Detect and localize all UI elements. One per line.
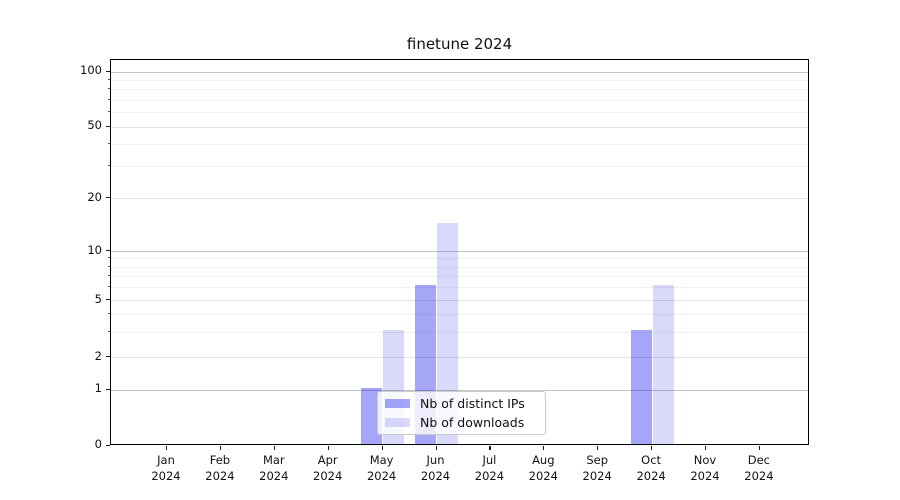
ytick-label-1: 1: [94, 381, 102, 395]
chart-title: finetune 2024: [406, 35, 513, 53]
xtick-label-aug: Aug 2024: [528, 453, 558, 483]
gridline-minor-7: [111, 276, 808, 278]
xtick-label-mar: Mar 2024: [259, 453, 289, 483]
xtick-label-jun: Jun 2024: [420, 453, 451, 483]
legend-label: Nb of downloads: [420, 415, 525, 430]
xtick-label-jan: Jan 2024: [151, 453, 181, 483]
ytick-label-5: 5: [94, 291, 102, 306]
xtick-mark-nov: [705, 445, 707, 450]
ytick-mark-20: [106, 197, 110, 199]
xtick-label-sep: Sep 2024: [582, 453, 612, 483]
ytick-minor-mark-70: [107, 98, 110, 100]
ytick-minor-mark-80: [107, 88, 110, 90]
gridline-2: [111, 357, 808, 358]
xtick-label-dec: Dec 2024: [744, 453, 774, 483]
gridline-major-100: [111, 71, 808, 73]
xtick-mark-dec: [758, 445, 761, 450]
ytick-label-20: 20: [87, 189, 102, 204]
legend-entry-distinct-ips: Nb of distinct IPs: [378, 396, 545, 411]
gridline-minor-80: [111, 89, 808, 91]
ytick-mark-50: [106, 125, 110, 127]
ytick-label-10: 10: [87, 242, 102, 257]
ytick-label-100: 100: [80, 63, 102, 77]
legend-swatch-distinct-ips: [385, 398, 410, 409]
gridline-minor-6: [111, 287, 808, 289]
bar-downloads-jun: [437, 223, 458, 444]
ytick-label-0: 0: [94, 437, 102, 451]
ytick-minor-mark-30: [107, 165, 110, 167]
gridline-minor-8: [111, 266, 808, 268]
legend-entry-downloads: Nb of downloads: [378, 415, 545, 430]
xtick-mark-aug: [543, 445, 545, 450]
xtick-mark-sep: [597, 445, 599, 450]
ytick-minor-mark-3: [107, 330, 110, 332]
ytick-label-50: 50: [87, 118, 102, 132]
gridline-5: [111, 300, 808, 301]
ytick-minor-mark-6: [107, 286, 110, 288]
xtick-label-oct: Oct 2024: [636, 453, 666, 483]
xtick-label-feb: Feb 2024: [205, 453, 235, 483]
ytick-minor-mark-8: [107, 265, 110, 267]
xtick-mark-jun: [435, 445, 437, 450]
ytick-mark-0: [106, 444, 110, 446]
legend-label: Nb of distinct IPs: [420, 396, 525, 411]
ytick-label-2: 2: [94, 348, 102, 363]
bar-ips-may: [361, 387, 383, 444]
ytick-minor-mark-40: [107, 142, 110, 144]
xtick-mark-mar: [273, 445, 275, 450]
gridline-minor-60: [111, 112, 808, 114]
gridline-minor-4: [111, 313, 808, 315]
gridline-minor-9: [111, 258, 808, 260]
xtick-mark-may: [381, 445, 383, 450]
xtick-mark-apr: [327, 445, 329, 450]
gridline-20: [111, 198, 808, 199]
bar-downloads-oct: [652, 285, 674, 444]
ytick-minor-mark-9: [107, 257, 110, 259]
gridline-minor-30: [111, 166, 808, 168]
xtick-label-jul: Jul 2024: [474, 453, 505, 483]
ytick-mark-5: [106, 299, 110, 301]
ytick-minor-mark-7: [107, 275, 110, 277]
gridline-major-1: [111, 389, 808, 391]
xtick-label-may: May 2024: [366, 453, 397, 483]
gridline-50: [111, 126, 808, 128]
xtick-label-nov: Nov 2024: [690, 453, 720, 483]
ytick-minor-mark-90: [107, 78, 110, 80]
gridline-major-10: [111, 251, 808, 252]
ytick-mark-100: [106, 70, 110, 72]
legend: Nb of distinct IPs Nb of downloads: [377, 391, 546, 435]
ytick-mark-10: [106, 250, 110, 252]
ytick-minor-mark-60: [107, 111, 110, 113]
legend-swatch-downloads: [385, 417, 410, 428]
gridline-minor-90: [111, 79, 808, 81]
ytick-mark-1: [106, 388, 110, 390]
xtick-mark-jan: [166, 445, 168, 450]
plot-area: [110, 59, 809, 445]
ytick-mark-2: [106, 356, 110, 358]
gridline-minor-40: [111, 143, 808, 145]
xtick-label-apr: Apr 2024: [313, 453, 343, 483]
bar-ips-oct: [630, 329, 652, 444]
gridline-minor-3: [111, 331, 808, 333]
xtick-mark-jul: [489, 445, 491, 450]
ytick-minor-mark-4: [107, 312, 110, 314]
gridline-minor-70: [111, 99, 808, 101]
xtick-mark-feb: [219, 445, 222, 450]
xtick-mark-oct: [651, 445, 653, 450]
